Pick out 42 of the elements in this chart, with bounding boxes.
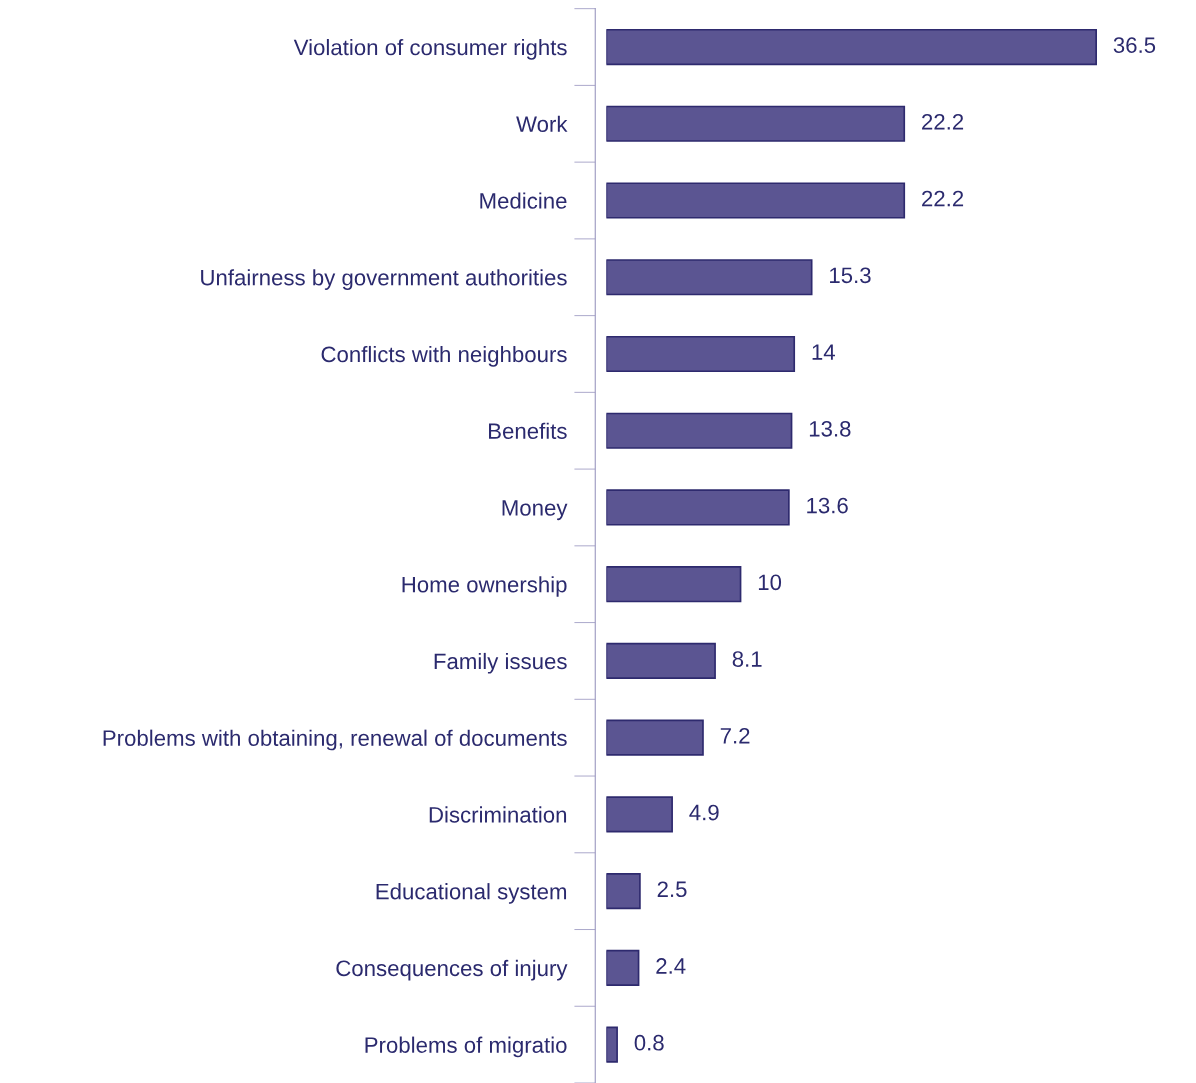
bar	[606, 1026, 618, 1063]
y-tick-label: Medicine	[480, 192, 567, 209]
bar	[606, 335, 796, 373]
y-tick-label: Conflicts with neighbours	[321, 345, 567, 367]
bar	[606, 489, 790, 526]
bar	[606, 949, 640, 986]
data-label: 2.5	[657, 881, 687, 898]
bar	[606, 182, 906, 219]
data-label: 22.2	[922, 114, 964, 130]
y-tick-label: Problems with obtaining, renewal of documents	[103, 729, 567, 751]
bar	[606, 642, 716, 680]
y-tick-label: Work	[516, 115, 568, 133]
bar	[606, 719, 704, 756]
data-label: 14	[812, 344, 835, 360]
bar	[606, 28, 1097, 66]
y-tick-label: Discrimination	[429, 806, 567, 823]
data-label: 0.8	[634, 1034, 664, 1051]
data-label: 22.2	[922, 190, 964, 207]
data-label: 8.1	[732, 651, 762, 667]
bar	[606, 873, 641, 910]
data-label: 15.3	[830, 267, 871, 284]
bar	[606, 259, 813, 296]
y-tick-label: Home ownership	[402, 576, 567, 597]
y-tick-label: Educational system	[376, 883, 567, 904]
y-tick-label: Unfairness by government authorities	[201, 269, 567, 290]
data-label: 36.5	[1113, 37, 1156, 53]
data-label: 4.9	[689, 804, 719, 821]
bar	[606, 796, 673, 833]
y-tick-label: Family issues	[434, 652, 567, 674]
bar	[606, 105, 906, 142]
y-tick-label: Money	[502, 500, 568, 521]
y-tick-label: Violation of consumer rights	[293, 38, 567, 60]
y-tick-label: Consequences of injury	[336, 959, 568, 981]
y-tick-label: Problems of migratio	[365, 1036, 567, 1058]
data-label: 13.8	[809, 420, 851, 437]
data-label: 13.6	[807, 497, 848, 514]
y-tick-label: Benefits	[489, 422, 567, 439]
bar	[606, 412, 793, 449]
data-label: 7.2	[720, 727, 750, 744]
data-label: 2.4	[656, 958, 686, 974]
bar	[606, 566, 742, 603]
data-label: 10	[758, 574, 782, 591]
